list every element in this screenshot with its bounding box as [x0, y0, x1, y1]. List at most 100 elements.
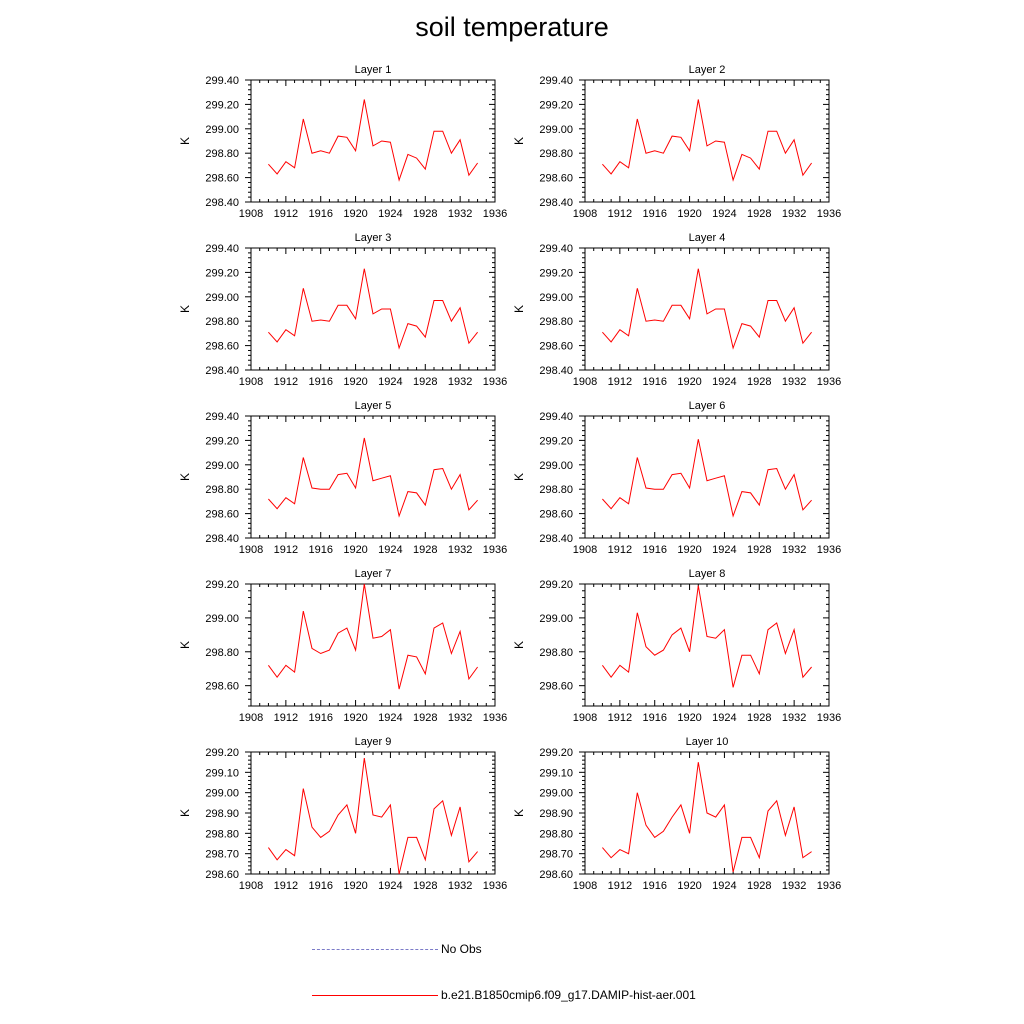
x-tick-label: 1928 — [413, 208, 437, 220]
x-tick-label: 1936 — [817, 712, 841, 724]
x-tick-label: 1928 — [747, 880, 771, 892]
x-tick-label: 1932 — [782, 544, 806, 556]
y-tick-label: 298.40 — [205, 365, 239, 377]
x-tick-label: 1932 — [448, 880, 472, 892]
series-line — [267, 583, 479, 690]
y-axis-label: K — [512, 137, 526, 145]
x-tick-label: 1908 — [239, 712, 263, 724]
series-line — [602, 439, 812, 518]
x-tick-label: 1908 — [573, 544, 597, 556]
x-tick-label: 1920 — [677, 376, 701, 388]
plot-frame — [250, 247, 496, 371]
y-tick-label: 298.40 — [205, 197, 239, 209]
x-tick-label: 1912 — [274, 544, 298, 556]
x-tick-label: 1916 — [642, 208, 666, 220]
y-axis-label: K — [178, 641, 192, 649]
y-axis-label: K — [512, 809, 526, 817]
y-tick-label: 298.40 — [539, 533, 573, 545]
y-tick-label: 298.60 — [539, 341, 573, 353]
y-tick-label: 299.20 — [539, 747, 573, 759]
y-tick-label: 299.10 — [539, 767, 573, 779]
y-tick-label: 299.40 — [539, 75, 573, 87]
y-tick-label: 298.60 — [539, 173, 573, 185]
x-tick-label: 1920 — [677, 208, 701, 220]
x-tick-label: 1928 — [747, 544, 771, 556]
y-tick-label: 298.60 — [205, 341, 239, 353]
legend-item-obs: No Obs — [312, 942, 482, 956]
y-tick-label: 299.20 — [205, 579, 239, 591]
chart-panel: Layer 2 K 1908 1912 1916 1920 1924 1928 1932 1936… — [512, 64, 841, 220]
y-axis-label: K — [512, 641, 526, 649]
x-tick-label: 1932 — [782, 712, 806, 724]
x-tick-label: 1912 — [608, 544, 632, 556]
y-tick-label: 299.00 — [539, 788, 573, 800]
x-tick-label: 1924 — [712, 208, 736, 220]
x-tick-label: 1912 — [274, 208, 298, 220]
x-tick-label: 1936 — [483, 712, 507, 724]
x-tick-label: 1936 — [483, 544, 507, 556]
y-tick-label: 298.80 — [205, 828, 239, 840]
y-tick-label: 298.60 — [205, 869, 239, 881]
y-axis-label: K — [512, 473, 526, 481]
x-tick-label: 1924 — [378, 880, 402, 892]
panel-title: Layer 8 — [689, 568, 726, 580]
x-tick-label: 1928 — [413, 712, 437, 724]
chart-panel: Layer 1 K 1908 1912 1916 1920 1924 1928 1932 1936… — [178, 64, 507, 220]
panel-title: Layer 1 — [355, 64, 392, 76]
y-tick-label: 299.40 — [205, 411, 239, 423]
y-tick-label: 299.20 — [539, 579, 573, 591]
x-tick-label: 1908 — [573, 376, 597, 388]
y-tick-label: 298.80 — [539, 316, 573, 328]
y-tick-label: 298.60 — [539, 869, 573, 881]
x-tick-label: 1928 — [747, 376, 771, 388]
x-tick-label: 1932 — [448, 544, 472, 556]
y-tick-label: 298.70 — [205, 849, 239, 861]
x-tick-label: 1924 — [378, 208, 402, 220]
x-tick-label: 1920 — [677, 544, 701, 556]
x-tick-label: 1936 — [817, 880, 841, 892]
series-line — [602, 99, 813, 182]
x-tick-label: 1928 — [747, 712, 771, 724]
y-tick-label: 298.60 — [539, 509, 573, 521]
x-tick-label: 1924 — [378, 712, 402, 724]
y-tick-label: 299.20 — [205, 267, 239, 279]
y-tick-label: 299.00 — [205, 460, 239, 472]
x-tick-label: 1916 — [642, 376, 666, 388]
x-tick-label: 1912 — [274, 880, 298, 892]
chart-panel: Layer 10 K 1908 1912 1916 1920 1924 1928 1932 193… — [512, 736, 841, 892]
x-tick-label: 1928 — [413, 880, 437, 892]
x-tick-label: 1920 — [677, 880, 701, 892]
x-tick-label: 1936 — [483, 880, 507, 892]
legend-item-model: b.e21.B1850cmip6.f09_g17.DAMIP-hist-aer.… — [312, 988, 696, 1002]
x-tick-label: 1912 — [274, 376, 298, 388]
y-tick-label: 298.80 — [539, 828, 573, 840]
y-tick-label: 298.80 — [539, 148, 573, 160]
x-tick-label: 1924 — [378, 544, 402, 556]
x-tick-label: 1908 — [239, 544, 263, 556]
x-tick-label: 1912 — [608, 712, 632, 724]
y-tick-label: 298.60 — [539, 681, 573, 693]
y-tick-label: 298.80 — [205, 484, 239, 496]
x-tick-label: 1912 — [274, 712, 298, 724]
y-tick-label: 299.00 — [539, 460, 573, 472]
x-tick-label: 1920 — [343, 712, 367, 724]
plot-frame — [584, 583, 830, 707]
x-tick-label: 1920 — [343, 208, 367, 220]
x-tick-label: 1908 — [239, 880, 263, 892]
x-tick-label: 1932 — [448, 712, 472, 724]
panel-title: Layer 9 — [355, 736, 392, 748]
x-tick-label: 1916 — [308, 712, 332, 724]
panel-title: Layer 7 — [355, 568, 392, 580]
x-tick-label: 1928 — [747, 208, 771, 220]
chart-panel: Layer 8 K 1908 1912 1916 1920 1924 1928 1932 1936… — [512, 568, 841, 724]
x-tick-label: 1920 — [343, 880, 367, 892]
y-tick-label: 299.00 — [205, 124, 239, 136]
chart-panel: Layer 7 K 1908 1912 1916 1920 1924 1928 1932 1936… — [178, 568, 507, 724]
panel-title: Layer 2 — [689, 64, 726, 76]
y-tick-label: 299.20 — [539, 99, 573, 111]
x-tick-label: 1908 — [573, 208, 597, 220]
x-tick-label: 1908 — [573, 712, 597, 724]
x-tick-label: 1932 — [782, 208, 806, 220]
x-tick-label: 1916 — [308, 544, 332, 556]
y-tick-label: 299.00 — [539, 613, 573, 625]
